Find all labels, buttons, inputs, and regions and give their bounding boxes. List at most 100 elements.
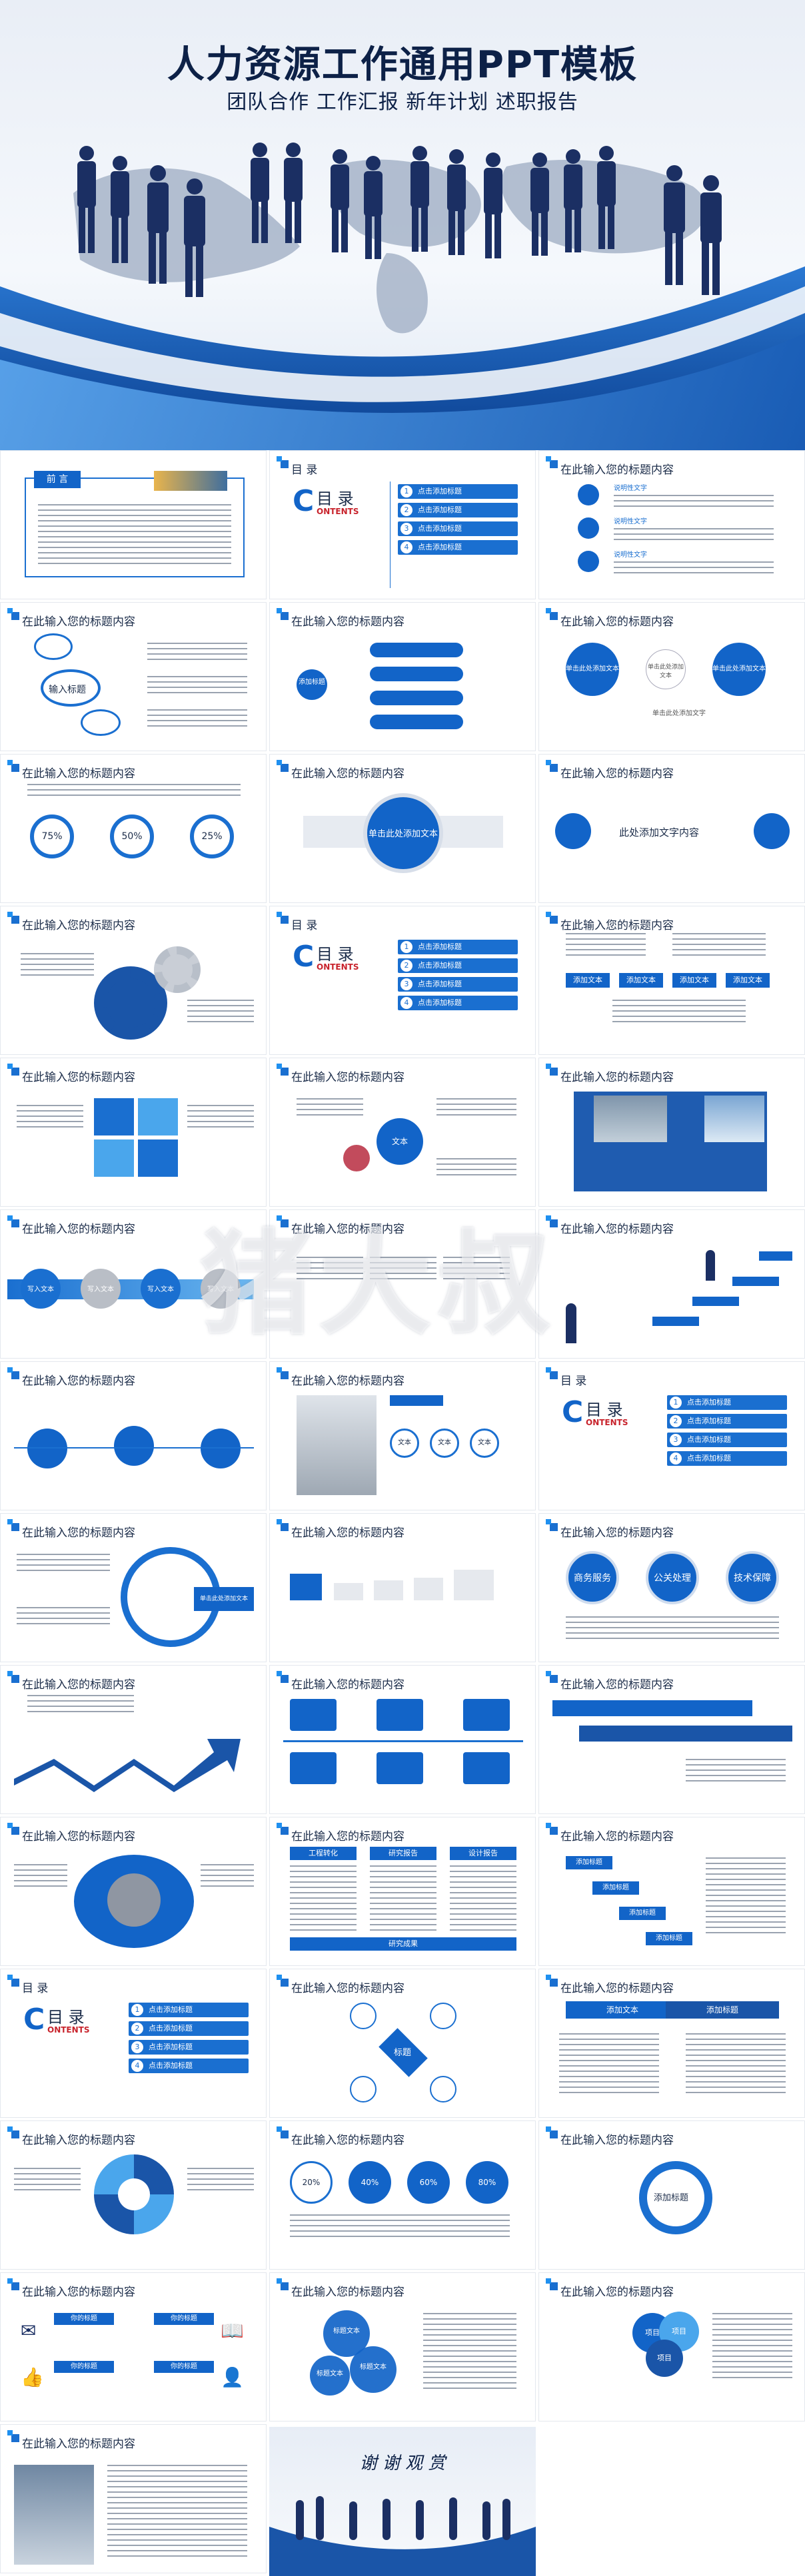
slide-marker-icon [546,2126,558,2138]
slide-title: 在此输入您的标题内容 [560,464,674,477]
slide-marker-icon [546,1671,558,1683]
watermark-text: 猪大叔 [200,1219,556,1351]
text-lines [147,709,247,727]
slide-arrows-add-title[interactable]: 在此输入您的标题内容 添加文本 添加标题 [538,1969,805,2118]
slide-title: 在此输入您的标题内容 [22,767,135,781]
column-label: 添加文本 [672,973,716,988]
slide-marker-icon [7,912,19,924]
slide-title: 目 录 [22,1982,49,1995]
slide-percent-circles[interactable]: 在此输入您的标题内容 75% 50% 25% [0,754,267,903]
step-label: 添加标题 [592,1881,639,1895]
slide-title: 在此输入您的标题内容 [560,2286,674,2299]
toc-item[interactable]: 3 点击添加标题 [667,1433,787,1447]
column-label: 添加文本 [726,973,770,988]
text-lines [559,2033,659,2093]
slide-toc-3[interactable]: 目 录 C 目 录 ONTENTS 1 点击添加标题 2 点击添加标题 3 点击添加标… [538,1361,805,1510]
portrait-photo [14,2465,94,2565]
block [94,1098,134,1135]
slide-toc-4[interactable]: 目 录 C 目 录 ONTENTS 1 点击添加标题 2 点击添加标题 3 点击添加标… [0,1969,267,2118]
slide-steps[interactable]: 在此输入您的标题内容 [269,1209,536,1359]
slide-input-title[interactable]: 在此输入您的标题内容 输入标题 [0,602,267,751]
slide-venn[interactable]: 在此输入您的标题内容 标题文本 标题文本 标题文本 [269,2272,536,2421]
slide-thanks[interactable]: 谢 谢 观 赏 [269,2427,536,2576]
slide-title-blocks[interactable]: 在此输入您的标题内容 [0,1058,267,1207]
slide-portrait-list[interactable]: 在此输入您的标题内容 [0,2424,267,2573]
toc-item[interactable]: 4 点击添加标题 [398,996,518,1010]
slide-title: 在此输入您的标题内容 [560,919,674,932]
slide-portrait-text[interactable]: 在此输入您的标题内容 文本 文本 文本 [269,1361,536,1510]
slide-toc-2[interactable]: 目 录 C 目 录 ONTENTS 1 点击添加标题 2 点击添加标题 3 点击添加标… [269,906,536,1055]
text-lines [17,1105,83,1131]
stair-step [759,1251,792,1261]
toc-item[interactable]: 3 点击添加标题 [398,521,518,536]
slide-write-text-flow[interactable]: 在此输入您的标题内容 写入文本 写入文本 写入文本 写入文本 [0,1209,267,1359]
slide-cycle-arrows[interactable]: 在此输入您的标题内容 添加标题 [538,2120,805,2270]
toc-item[interactable]: 2 点击添加标题 [667,1414,787,1429]
slide-add-title-steps[interactable]: 在此输入您的标题内容 添加标题 添加标题 添加标题 添加标题 [538,1817,805,1966]
slide-hex-cycle[interactable]: 在此输入您的标题内容 单击此处添加文本 [0,1513,267,1662]
toc-item[interactable]: 4 点击添加标题 [667,1451,787,1466]
slide-arrow-bars[interactable]: 在此输入您的标题内容 [538,1665,805,1814]
text-lines [614,561,774,573]
slide-zigzag-arrow[interactable]: 在此输入您的标题内容 [0,1665,267,1814]
slide-cubes[interactable]: 在此输入您的标题内容 [269,1513,536,1662]
contents-word: 目 录 [317,489,354,508]
slide-pie[interactable]: 在此输入您的标题内容 [0,2120,267,2270]
arrow-left: 添加文本 [566,2001,679,2019]
toc-item[interactable]: 4 点击添加标题 [129,2059,249,2073]
slide-toc-1[interactable]: 目 录 C 目 录 ONTENTS 1 点击添加标题 2 点击添加标题 3 点击添加标… [269,450,536,599]
slide-icons-list[interactable]: 在此输入您的标题内容 ✉ 👍 📖 👤 你的标题 你的标题 你的标题 你的标题 [0,2272,267,2421]
slide-center-circle[interactable]: 在此输入您的标题内容 单击此处添加文本 [269,754,536,903]
thanks-illustration [269,2496,536,2576]
text-lines [187,2168,254,2194]
slide-services[interactable]: 在此输入您的标题内容 商务服务 公关处理 技术保障 [538,1513,805,1662]
slide-marker-icon [277,760,289,772]
text-lines [187,1000,254,1026]
slide-title: 在此输入您的标题内容 [291,767,404,781]
slide-projects[interactable]: 在此输入您的标题内容 项目 项目 项目 [538,2272,805,2421]
cycle-label: 单击此处添加文本 [194,1587,254,1611]
slide-preface[interactable]: 前 言 [0,450,267,599]
slide-bubbles[interactable]: 在此输入您的标题内容 [0,1361,267,1510]
slide-title-hub[interactable]: 在此输入您的标题内容 标题 [269,1969,536,2118]
slide-stairs[interactable]: 在此输入您的标题内容 [538,1209,805,1359]
contents-letter: C [562,1395,584,1429]
slide-add-title-branches[interactable]: 在此输入您的标题内容 添加标题 [269,602,536,751]
toc-item[interactable]: 1 点击添加标题 [129,2003,249,2017]
zigzag-arrow-graphic [14,1739,241,1792]
icon-item-title: 你的标题 [54,2361,114,2373]
toc-item[interactable]: 2 点击添加标题 [398,958,518,973]
percent-circle: 40% [349,2161,391,2204]
service-circle: 公关处理 [646,1551,699,1604]
toc-item[interactable]: 2 点击添加标题 [129,2021,249,2036]
toc-item[interactable]: 3 点击添加标题 [398,977,518,992]
slide-text-content[interactable]: 在此输入您的标题内容 此处添加文字内容 [538,754,805,903]
exchange-center: 单击此处添加文本 [646,649,686,689]
flow-node: 写入文本 [141,1269,181,1309]
contents-word: 目 录 [47,2008,85,2027]
slide-research-table[interactable]: 在此输入您的标题内容 工程转化 研究报告 设计报告 研究成果 [269,1817,536,1966]
text-lines [17,1554,110,1574]
preface-text-lines [38,504,231,564]
slide-title: 在此输入您的标题内容 [291,1375,404,1388]
timeline-card [377,1699,423,1731]
toc-item[interactable]: 4 点击添加标题 [398,540,518,555]
slide-photo-collage[interactable]: 在此输入您的标题内容 [538,1058,805,1207]
slide-add-text-columns[interactable]: 在此输入您的标题内容 添加文本 添加文本 添加文本 添加文本 [538,906,805,1055]
slide-marker-icon [277,1215,289,1227]
toc-item[interactable]: 1 点击添加标题 [667,1395,787,1410]
toc-item[interactable]: 2 点击添加标题 [398,503,518,517]
slide-timeline[interactable]: 在此输入您的标题内容 [269,1665,536,1814]
toc-item[interactable]: 1 点击添加标题 [398,940,518,954]
input-title-label: 输入标题 [49,685,86,695]
slide-percent-row[interactable]: 在此输入您的标题内容 20% 40% 60% 80% [269,2120,536,2270]
slide-flower[interactable]: 在此输入您的标题内容 [0,1817,267,1966]
slide-text-circle[interactable]: 在此输入您的标题内容 文本 [269,1058,536,1207]
slide-marker-icon [7,608,19,620]
toc-item[interactable]: 1 点击添加标题 [398,484,518,499]
toc-item[interactable]: 3 点击添加标题 [129,2040,249,2055]
slide-gears[interactable]: 在此输入您的标题内容 [0,906,267,1055]
slide-explain-list[interactable]: 在此输入您的标题内容 说明性文字 说明性文字 说明性文字 [538,450,805,599]
slide-arrow-exchange[interactable]: 在此输入您的标题内容 单击此处添加文本 单击此处添加文本 单击此处添加文本 单击… [538,602,805,751]
slide-title: 在此输入您的标题内容 [560,615,674,629]
